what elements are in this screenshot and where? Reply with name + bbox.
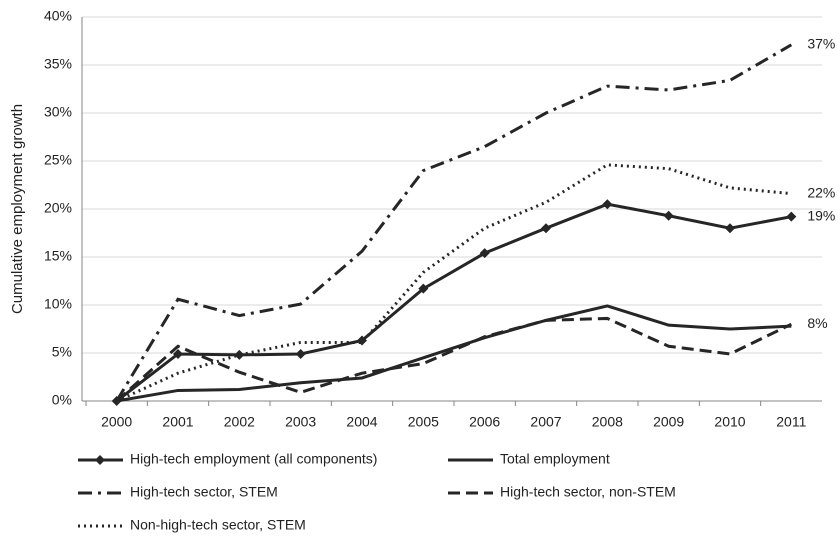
series-line: [116, 304, 792, 403]
y-tick-label: 40%: [44, 8, 72, 24]
y-tick-label: 20%: [44, 200, 72, 216]
series-line: [115, 202, 792, 403]
y-tick-label: 10%: [44, 296, 72, 312]
point-marker: [663, 210, 674, 221]
data-label: 37%: [807, 36, 835, 52]
y-tick-label: 5%: [52, 344, 72, 360]
series-line: [116, 163, 792, 403]
x-tick-label: 2007: [530, 414, 561, 430]
point-marker: [418, 283, 429, 294]
legend-marker: [95, 455, 105, 465]
point-marker: [725, 223, 735, 234]
x-tick-label: 2005: [408, 414, 439, 430]
point-marker: [295, 348, 306, 359]
point-marker: [234, 349, 245, 360]
x-tick-label: 2008: [592, 414, 623, 430]
legend-label: High-tech sector, STEM: [130, 484, 278, 500]
y-tick-label: 25%: [44, 152, 72, 168]
y-axis-title: Cumulative employment growth: [9, 104, 26, 314]
series-line: [115, 316, 792, 403]
y-tick-label: 30%: [44, 104, 72, 120]
data-label: 8%: [807, 315, 827, 331]
legend-label: Non-high-tech sector, STEM: [130, 517, 306, 533]
point-marker: [541, 223, 551, 234]
legend-label: High-tech sector, non-STEM: [500, 484, 676, 500]
point-marker: [173, 348, 183, 359]
legend-label: High-tech employment (all components): [130, 451, 377, 467]
point-marker: [479, 248, 490, 259]
y-tick-label: 35%: [44, 56, 72, 72]
x-tick-label: 2000: [101, 414, 132, 430]
y-tick-label: 15%: [44, 248, 72, 264]
point-marker: [786, 211, 797, 222]
data-label: 22%: [807, 184, 835, 200]
y-tick-label: 0%: [52, 392, 72, 408]
x-tick-label: 2010: [714, 414, 745, 430]
x-tick-label: 2003: [285, 414, 316, 430]
x-tick-label: 2011: [776, 414, 806, 430]
x-tick-label: 2006: [469, 414, 500, 430]
legend-label: Total employment: [500, 451, 610, 467]
x-tick-label: 2004: [346, 414, 377, 430]
x-tick-label: 2002: [224, 414, 255, 430]
series-line: [115, 43, 793, 402]
point-marker: [602, 199, 613, 210]
x-tick-label: 2009: [653, 414, 684, 430]
x-tick-label: 2001: [162, 414, 193, 430]
data-label: 19%: [807, 207, 835, 223]
